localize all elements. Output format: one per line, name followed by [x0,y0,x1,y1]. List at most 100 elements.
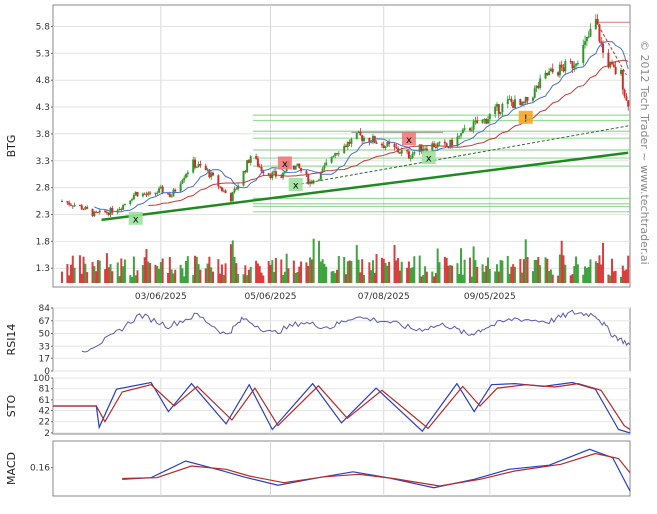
volume-bar [305,262,308,283]
volume-bar [104,269,107,283]
candle-body [222,190,225,192]
candle-body [107,212,110,215]
volume-bar [271,260,274,283]
volume-bar [433,276,436,283]
volume-bar [573,266,576,283]
volume-bar [481,264,484,283]
signal-marker [518,110,533,124]
volume-bar [611,258,614,283]
volume-bar [98,260,101,283]
candle-body [420,144,423,151]
volume-bar [95,271,98,283]
volume-bar [224,263,227,283]
volume-bar [546,258,549,283]
candle-body [569,61,572,63]
candle-body [194,159,197,168]
volume-bar [309,257,312,283]
candle-body [526,97,529,101]
volume-bar [393,244,396,283]
candle-body [69,204,72,206]
horizontal-levels [253,21,630,213]
volume-bar [310,259,313,283]
volume-bar [488,268,491,283]
candle-body [242,170,245,186]
volume-bar [474,260,477,283]
volume-bar [210,267,213,283]
volume-bar [300,261,303,283]
volume-bar [458,273,461,283]
candle-body [208,169,211,178]
volume-bar [497,271,500,283]
volume-bar [82,256,85,283]
candle-body [159,186,162,189]
macd-panel-frame [52,440,631,497]
volume-bar [476,266,479,283]
candle-body [273,171,276,173]
volume-bar [513,266,516,283]
volume-bar [451,265,454,283]
candle-body [262,171,265,174]
volume-bar [375,253,378,283]
candle-body [60,201,63,203]
dashed-trendline [295,125,629,186]
candle-body [587,36,590,38]
volume-bar [334,273,337,283]
candle-body [458,135,461,137]
candle-body [319,172,322,180]
candle-body [224,190,227,194]
candle-body [411,153,414,158]
volume-bar [398,270,401,283]
volume-bar [134,275,137,283]
candle-body [431,143,434,151]
indicator-lines [53,309,631,492]
candle-body [229,193,232,202]
volume-bar [179,264,182,283]
candle-body [497,104,500,114]
candle-body [219,186,222,188]
candle-body [361,135,364,142]
volume-bar [406,267,409,283]
candle-body [495,104,498,107]
volume-bar [332,270,335,283]
volume-bar [344,274,347,283]
volume-bar [388,261,391,283]
volume-bar [287,268,290,283]
volume-bar [294,272,297,283]
candle-body [380,143,383,146]
volume-bar [336,269,339,283]
volume-bar [181,268,184,283]
volume-bar [362,274,365,283]
candle-body [359,131,362,136]
y-tick-label: 22 [39,418,50,428]
volume-bar [129,275,132,283]
volume-bar [96,260,99,283]
macd-line [122,448,631,492]
volume-bar [627,255,630,283]
volume-bar [548,271,551,283]
volume-bar [612,271,615,283]
volume-bar [78,255,81,283]
volume-bar [434,273,437,283]
volume-bar [531,271,534,283]
candle-body [167,193,170,195]
signal-label: x [293,180,299,191]
volume-bar [145,248,148,283]
candle-body [357,131,360,133]
volume-bar [533,259,536,283]
candle-body [549,68,552,72]
candle-body [494,106,497,115]
volume-bar [274,257,277,283]
volume-bar [131,276,134,283]
volume-bar [373,273,376,283]
volume-bar [407,261,410,283]
volume-bar [149,263,152,283]
candle-body [393,144,396,148]
volume-bar [109,264,112,283]
volume-bar [463,259,466,283]
candle-body [551,68,554,73]
candle-body [625,96,628,101]
y-tick-label: 1.8 [36,237,51,247]
volume-bar [282,274,285,283]
signal-marker [128,211,143,225]
candle-body [575,63,578,66]
